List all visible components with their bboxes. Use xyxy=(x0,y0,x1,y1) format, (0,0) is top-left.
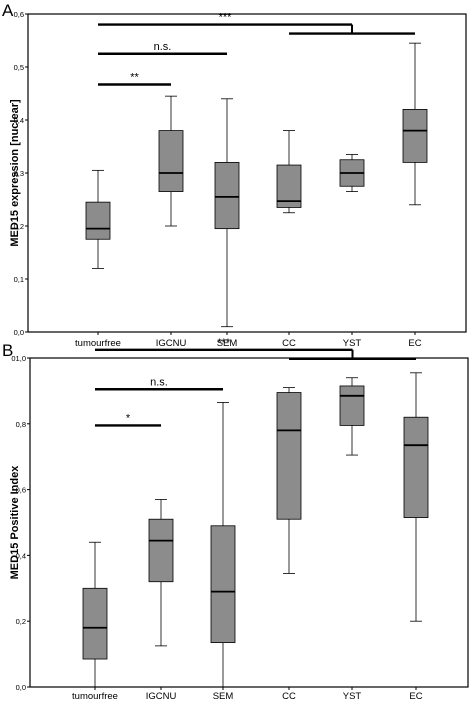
y-tick-label: 0,2 xyxy=(14,222,24,231)
significance-bracket: n.s. xyxy=(98,41,227,55)
box-tumourfree xyxy=(85,169,111,269)
x-tick-label: SEM xyxy=(217,338,238,349)
x-tick-label: EC xyxy=(408,338,421,349)
iqr-box xyxy=(276,392,302,520)
significance-label: n.s. xyxy=(154,41,172,53)
box-sem xyxy=(210,402,236,688)
significance-label: *** xyxy=(219,12,233,24)
box-cc xyxy=(276,387,302,574)
panel-label: A xyxy=(2,1,14,20)
significance-bracket: ** xyxy=(98,71,171,86)
x-tick-label: tumourfree xyxy=(72,691,118,702)
y-tick-label: 0,1 xyxy=(14,275,24,284)
y-tick-label: 0,6 xyxy=(16,486,26,495)
y-tick-label: 0,2 xyxy=(16,617,26,626)
iqr-box xyxy=(148,518,174,583)
panel-label: B xyxy=(2,341,13,360)
box-cc xyxy=(276,130,302,214)
box-sem xyxy=(214,98,240,328)
x-tick-label: CC xyxy=(282,691,296,702)
iqr-box xyxy=(85,201,111,240)
iqr-box xyxy=(158,130,184,192)
plot-frame xyxy=(29,357,469,688)
y-tick-label: 0,6 xyxy=(14,10,24,19)
significance-bracket: * xyxy=(95,412,161,427)
y-tick-label: 0,0 xyxy=(16,683,26,692)
iqr-box xyxy=(403,416,429,518)
y-tick-label: 0,0 xyxy=(14,328,24,337)
x-tick-label: EC xyxy=(409,691,422,702)
y-axis-label: MED15 expression [nuclear] xyxy=(9,99,21,247)
y-tick-label: 0,4 xyxy=(14,116,24,125)
iqr-box xyxy=(402,109,428,163)
iqr-box xyxy=(339,385,365,426)
x-tick-label: CC xyxy=(282,338,296,349)
x-tick-label: YST xyxy=(343,338,362,349)
significance-label: ** xyxy=(130,71,139,83)
y-tick-label: 0,3 xyxy=(14,169,24,178)
box-yst xyxy=(339,377,365,456)
y-axis-label: MED15 Positive Index xyxy=(9,465,21,580)
y-tick-label: 0,8 xyxy=(16,420,26,429)
box-yst xyxy=(339,154,365,192)
y-tick-label: 01,0 xyxy=(11,354,26,363)
chart-panel-b: B 0,0 0,2 0,4 0,6 0,8 01,0 MED15 Positive Index… xyxy=(2,337,469,702)
iqr-box xyxy=(210,525,236,643)
significance-label: *** xyxy=(217,337,231,349)
chart-panel-a: A 0,0 0,1 0,2 0,3 0,4 0,5 0,6 MED15 expression [… xyxy=(2,1,467,349)
x-tick-label: tumourfree xyxy=(75,338,121,349)
plot-frame xyxy=(27,13,467,333)
x-tick-label: YST xyxy=(343,691,362,702)
significance-label: * xyxy=(126,412,131,424)
iqr-box xyxy=(214,161,240,230)
iqr-box xyxy=(82,587,108,660)
box-ec xyxy=(402,42,428,206)
y-tick-label: 0,4 xyxy=(16,551,26,560)
significance-bracket: n.s. xyxy=(95,376,223,391)
box-igcnu xyxy=(158,95,184,227)
box-tumourfree xyxy=(82,541,108,688)
box-ec xyxy=(403,372,429,622)
x-tick-label: IGCNU xyxy=(146,691,177,702)
y-tick-label: 0,5 xyxy=(14,63,24,72)
box-igcnu xyxy=(148,499,174,647)
significance-bracket: *** xyxy=(98,12,415,35)
x-tick-label: IGCNU xyxy=(156,338,187,349)
significance-bracket: *** xyxy=(95,337,416,360)
x-tick-label: SEM xyxy=(213,691,234,702)
significance-label: n.s. xyxy=(150,376,168,388)
